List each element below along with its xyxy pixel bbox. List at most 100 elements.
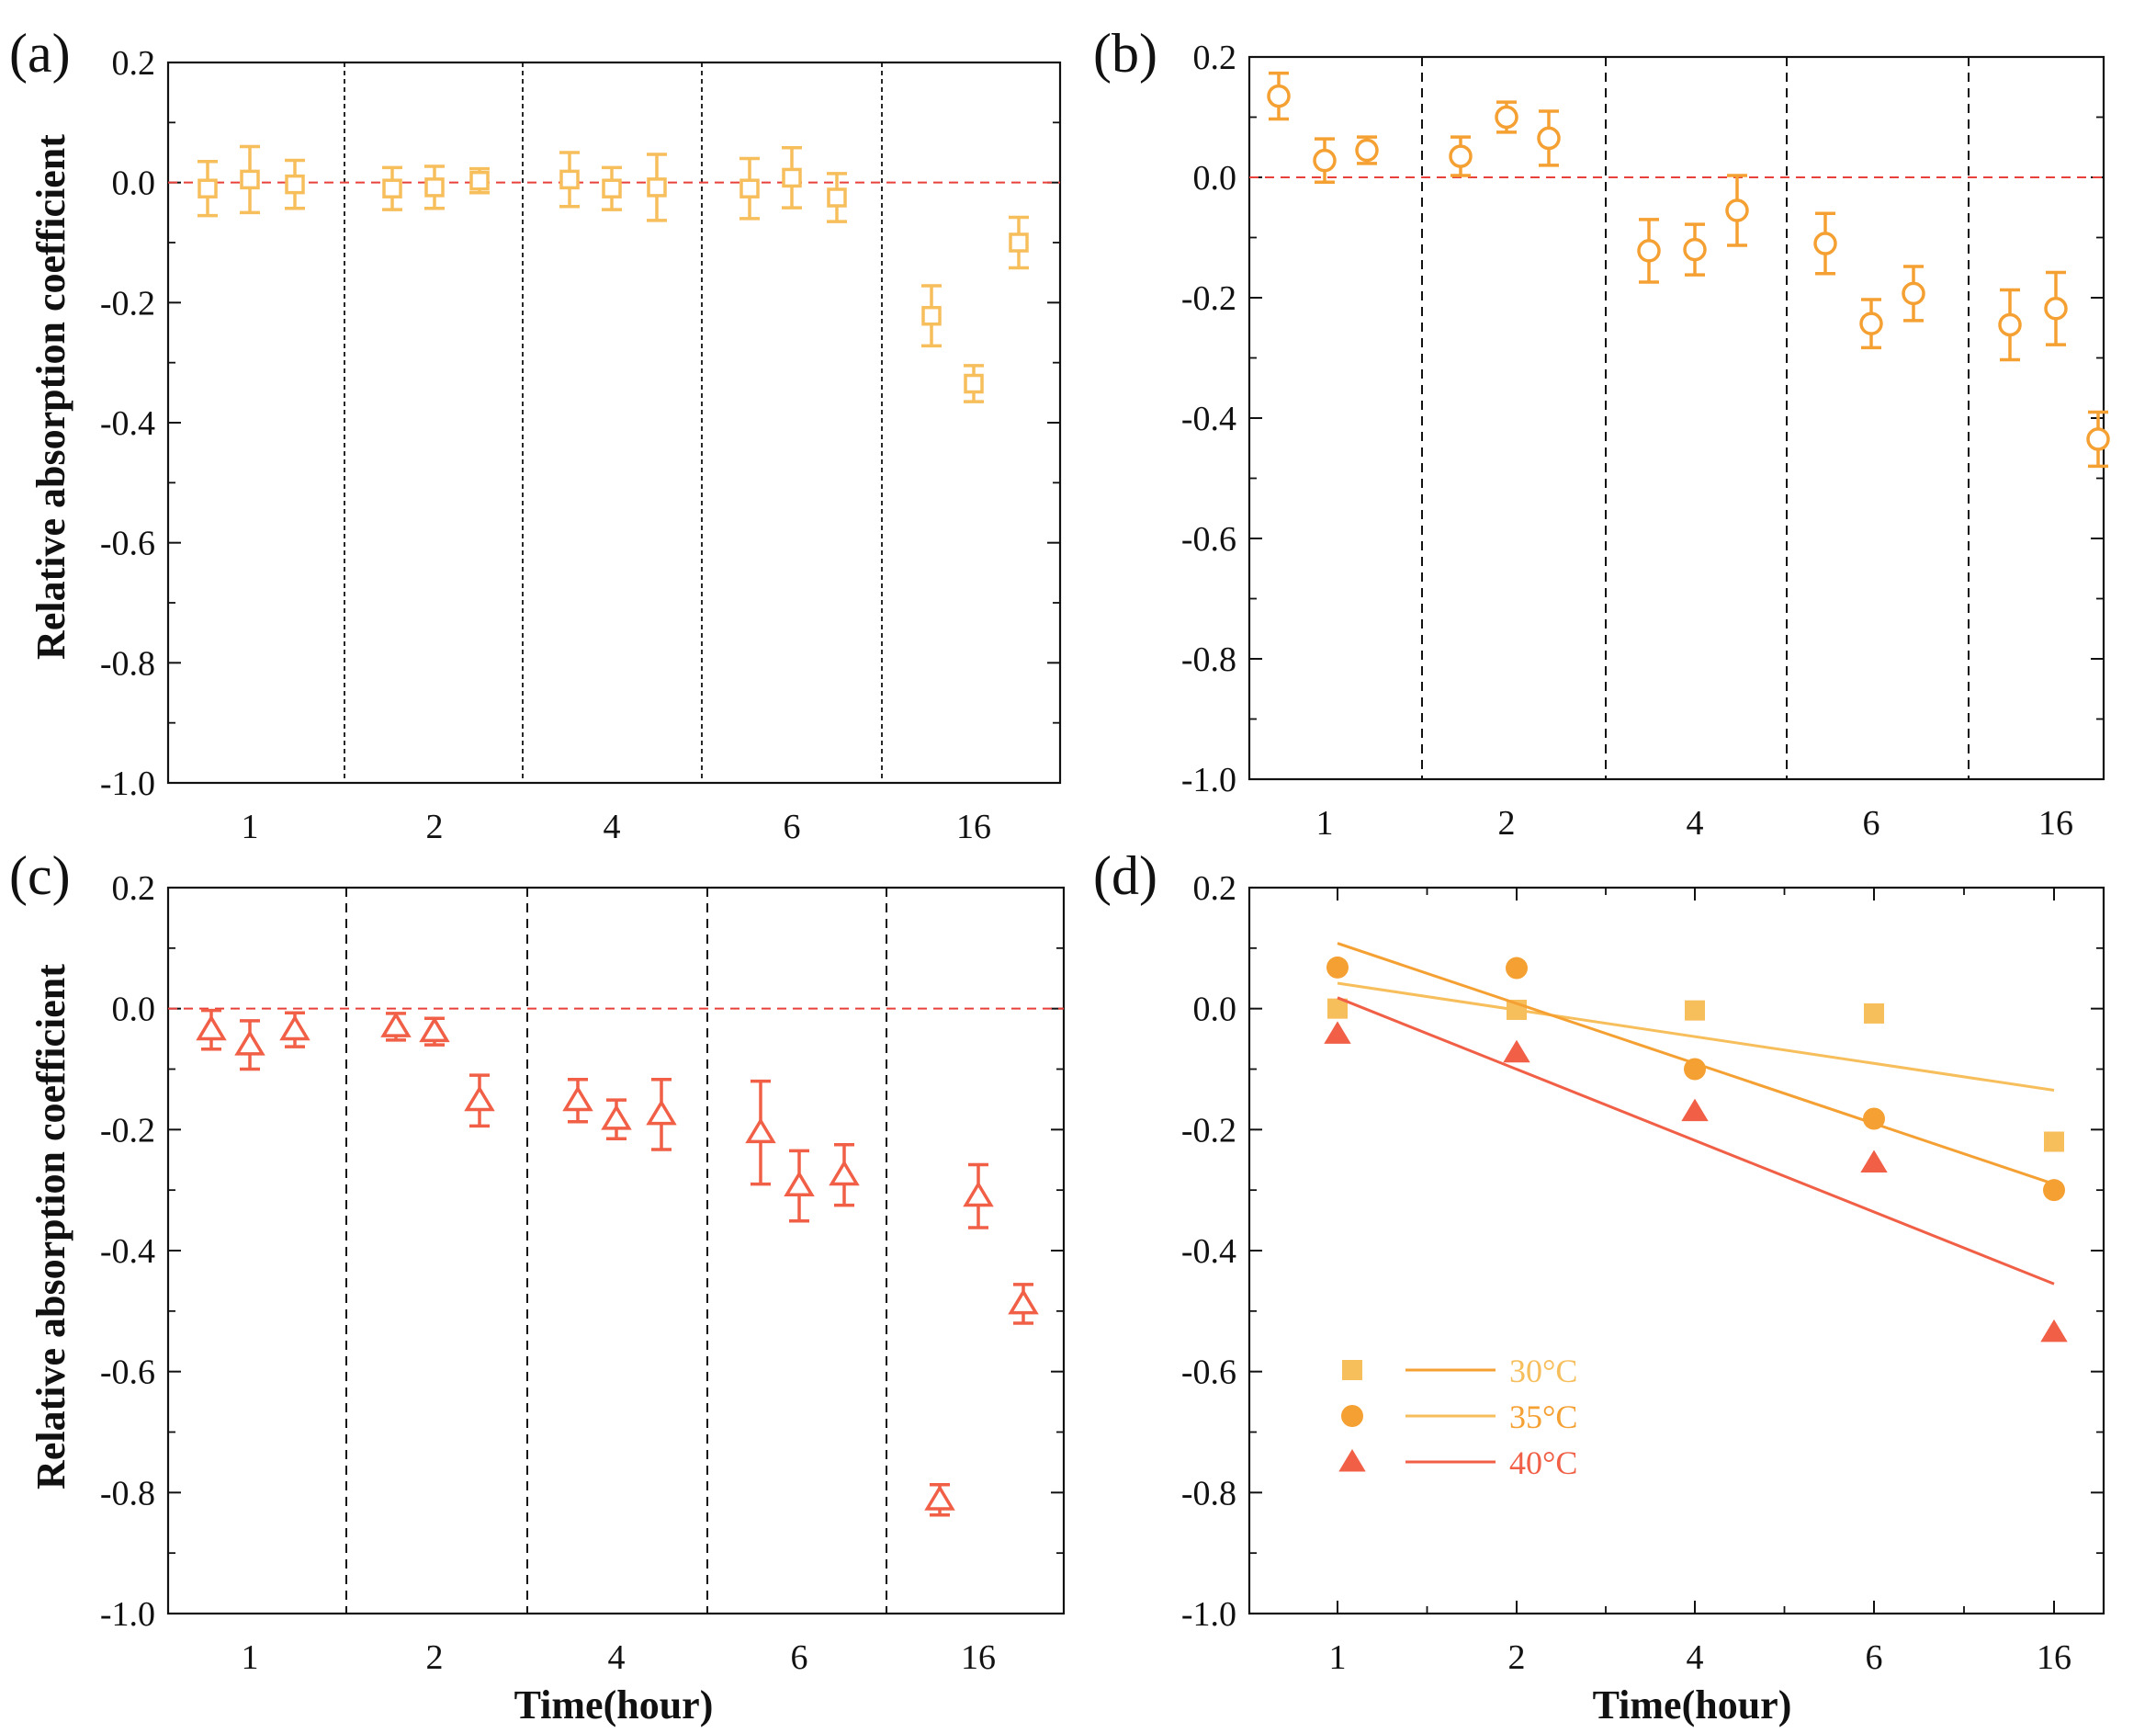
y-tick-label: -0.8 <box>100 1474 155 1512</box>
marker-open-triangle <box>963 1181 994 1207</box>
x-tick-label: 1 <box>242 808 259 846</box>
data-point <box>234 1019 265 1071</box>
x-tick-label: 1 <box>1316 804 1334 843</box>
data-point <box>2086 410 2110 469</box>
y-tick-label: 0.2 <box>1193 39 1237 77</box>
data-point <box>827 172 847 223</box>
y-tick-label: -1.0 <box>100 1595 155 1634</box>
series-35°C <box>1326 942 2065 1202</box>
marker-open-circle <box>1449 144 1473 168</box>
marker-open-circle <box>1537 126 1561 151</box>
x-tick-label: 4 <box>1687 1638 1704 1677</box>
marker-open-circle <box>2086 427 2110 451</box>
series-30°C <box>1327 981 2064 1152</box>
y-tick-label: 0.0 <box>1193 159 1237 198</box>
data-point <box>963 1162 994 1229</box>
data-point <box>559 151 580 209</box>
marker-open-square <box>382 178 402 198</box>
marker-filled-square <box>2044 1131 2064 1152</box>
marker-open-triangle <box>279 1014 310 1041</box>
y-tick-label: -0.6 <box>1181 520 1236 559</box>
marker-open-triangle <box>380 1012 412 1037</box>
marker-open-square <box>1009 232 1029 253</box>
fit-line <box>1337 996 2055 1286</box>
marker-open-square <box>964 373 984 394</box>
data-point <box>646 1077 677 1151</box>
marker-open-square <box>240 169 260 190</box>
data-point <box>1009 215 1029 270</box>
legend-marker <box>1338 1449 1366 1472</box>
panel-label: (a) <box>9 23 71 84</box>
x-tick-label: 2 <box>1508 1638 1526 1677</box>
data-point <box>1449 135 1473 177</box>
data-point <box>784 1149 815 1223</box>
data-point <box>285 158 305 210</box>
data-point <box>240 144 260 215</box>
y-tick-label: -0.6 <box>1181 1354 1236 1392</box>
legend-marker <box>1341 1405 1363 1427</box>
data-point <box>1267 71 1291 121</box>
fit-line <box>1337 981 2055 1093</box>
x-tick-label: 6 <box>784 808 801 846</box>
x-tick-label: 16 <box>2038 804 2073 843</box>
data-point <box>562 1077 593 1124</box>
data-point <box>469 166 490 195</box>
marker-filled-circle <box>1326 956 1349 979</box>
data-point <box>1495 100 1518 134</box>
plot-frame <box>166 61 1062 785</box>
legend-entry: 40°C <box>1338 1444 1577 1481</box>
marker-open-square <box>559 169 580 190</box>
marker-filled-square <box>1327 998 1348 1019</box>
data-point <box>745 1079 776 1186</box>
marker-open-triangle <box>784 1171 815 1197</box>
panel-label: (c) <box>9 845 71 906</box>
data-point <box>1998 288 2022 362</box>
marker-open-circle <box>1902 281 1925 306</box>
y-tick-label: -0.4 <box>1181 1232 1236 1271</box>
data-point <box>1313 137 1337 184</box>
y-tick-label: 0.0 <box>1193 991 1237 1029</box>
marker-open-square <box>782 167 802 188</box>
data-point <box>739 156 760 221</box>
series-40°C <box>1324 996 2068 1342</box>
x-tick-label: 4 <box>604 808 621 846</box>
data-point <box>198 160 218 218</box>
marker-open-square <box>921 305 942 326</box>
x-tick-label: 2 <box>426 808 444 846</box>
data-point <box>924 1483 955 1517</box>
data-point <box>1859 298 1883 350</box>
marker-filled-square <box>1685 1000 1705 1021</box>
panel-label: (b) <box>1093 23 1157 84</box>
marker-filled-circle <box>2043 1179 2065 1202</box>
data-point <box>2044 270 2068 346</box>
data-point <box>1902 265 1925 323</box>
marker-open-square <box>424 177 445 198</box>
marker-open-triangle <box>1008 1288 1039 1315</box>
data-point <box>601 1098 632 1140</box>
marker-open-circle <box>1355 138 1379 163</box>
marker-filled-square <box>1864 1002 1884 1024</box>
marker-open-triangle <box>745 1117 776 1144</box>
data-point <box>602 165 622 211</box>
x-tick-label: 2 <box>1498 804 1516 843</box>
marker-open-circle <box>1637 239 1661 263</box>
legend-marker <box>1342 1360 1362 1380</box>
panel-4: (d) 0.20.0-0.2-0.4-0.6-0.8-1.01 2 4 6 1630°C3… <box>1093 845 2105 1677</box>
data-point <box>1637 218 1661 284</box>
x-tick-label: 16 <box>956 808 991 846</box>
y-tick-label: 0.2 <box>1193 869 1237 908</box>
marker-filled-circle <box>1863 1107 1885 1130</box>
panel-3: (c) 0.2 0.0 -0.2 -0.4 -0.6 -0.8 -1.0 1 2 4 6 16 <box>9 845 1066 1677</box>
marker-open-triangle <box>562 1085 593 1112</box>
x-tick-label: 1 <box>242 1638 259 1677</box>
data-point <box>1537 109 1561 167</box>
x-tick-label: 16 <box>961 1638 996 1677</box>
marker-open-square <box>739 178 760 198</box>
marker-open-circle <box>2044 297 2068 321</box>
y-tick-label: -0.8 <box>1181 1474 1236 1512</box>
panel-2: (b) 0.2 0.0 -0.2 -0.4 -0.6 -0.8 -1.0 1 2 4 6 16 <box>1093 23 2110 843</box>
legend-label: 35°C <box>1509 1399 1577 1435</box>
y-tick-label: -0.2 <box>1181 279 1236 318</box>
panel-label: (d) <box>1093 845 1157 906</box>
